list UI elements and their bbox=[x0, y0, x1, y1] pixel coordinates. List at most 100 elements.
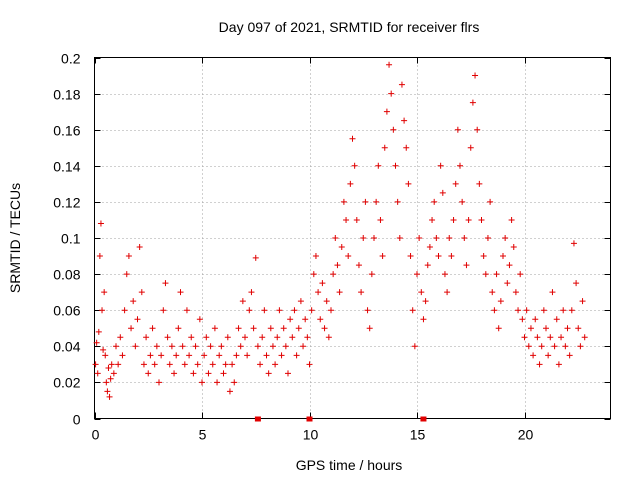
data-point bbox=[194, 361, 201, 368]
data-point bbox=[132, 343, 139, 350]
data-point bbox=[371, 235, 377, 241]
data-point bbox=[381, 144, 388, 151]
data-point bbox=[452, 180, 459, 187]
data-point bbox=[390, 126, 397, 133]
data-point bbox=[579, 298, 586, 305]
data-point bbox=[527, 325, 534, 332]
data-point bbox=[444, 289, 451, 296]
data-point bbox=[573, 280, 580, 287]
data-point bbox=[192, 343, 199, 350]
data-point bbox=[467, 144, 474, 151]
data-point bbox=[153, 343, 160, 350]
data-point bbox=[508, 216, 515, 223]
data-point bbox=[405, 180, 412, 187]
data-point bbox=[538, 343, 545, 350]
y-tick-label: 0.02 bbox=[53, 375, 80, 391]
data-point bbox=[330, 271, 337, 278]
y-tick-label: 0.16 bbox=[53, 123, 80, 139]
data-point bbox=[491, 307, 498, 314]
y-tick-label: 0 bbox=[73, 412, 81, 428]
x-axis-label: GPS time / hours bbox=[296, 457, 403, 473]
data-point bbox=[386, 61, 393, 68]
data-point bbox=[407, 253, 414, 260]
data-point bbox=[304, 334, 311, 341]
data-point bbox=[439, 189, 446, 196]
data-point bbox=[226, 388, 233, 395]
data-point bbox=[134, 316, 141, 323]
data-gap-marker bbox=[254, 416, 261, 422]
data-point bbox=[414, 271, 420, 278]
data-point bbox=[156, 379, 162, 386]
y-tick-label: 0.14 bbox=[53, 159, 80, 175]
data-point bbox=[125, 253, 132, 260]
data-point bbox=[480, 253, 487, 260]
data-point bbox=[287, 316, 294, 323]
data-point bbox=[502, 235, 509, 241]
data-point bbox=[121, 307, 128, 314]
data-point bbox=[323, 298, 330, 305]
data-point bbox=[472, 72, 479, 79]
data-point bbox=[368, 271, 375, 278]
data-point bbox=[96, 253, 103, 260]
data-point bbox=[450, 216, 457, 223]
data-point bbox=[416, 235, 423, 241]
data-point bbox=[532, 316, 539, 323]
data-point bbox=[338, 244, 345, 251]
data-point bbox=[457, 162, 463, 169]
data-point bbox=[289, 334, 296, 341]
y-tick-label: 0.06 bbox=[53, 303, 80, 319]
data-point bbox=[175, 325, 182, 332]
data-point bbox=[575, 325, 582, 332]
data-point bbox=[239, 298, 246, 305]
data-point bbox=[497, 298, 504, 305]
data-point bbox=[196, 316, 203, 323]
data-point bbox=[392, 162, 399, 169]
data-point bbox=[349, 135, 356, 142]
data-point bbox=[248, 289, 255, 296]
data-point bbox=[317, 316, 324, 323]
data-point bbox=[302, 316, 309, 323]
data-point bbox=[99, 307, 106, 314]
data-point bbox=[383, 108, 390, 115]
data-point bbox=[517, 271, 524, 278]
data-point bbox=[101, 289, 108, 296]
data-point bbox=[171, 370, 178, 377]
data-point bbox=[147, 352, 154, 359]
data-point bbox=[173, 352, 180, 359]
data-point bbox=[158, 352, 165, 359]
data-point bbox=[179, 343, 186, 350]
data-point bbox=[242, 334, 248, 341]
data-point bbox=[379, 253, 386, 260]
data-points bbox=[92, 61, 588, 400]
data-point bbox=[306, 361, 313, 368]
data-point bbox=[545, 352, 552, 359]
data-point bbox=[489, 289, 496, 296]
data-point bbox=[128, 325, 135, 332]
data-point bbox=[308, 307, 315, 314]
chart-title: Day 097 of 2021, SRMTID for receiver flr… bbox=[219, 19, 480, 35]
data-point bbox=[411, 343, 418, 350]
data-point bbox=[250, 325, 257, 332]
data-point bbox=[310, 271, 317, 278]
data-point bbox=[93, 339, 100, 346]
data-point bbox=[94, 370, 101, 377]
data-point bbox=[562, 343, 569, 350]
data-point bbox=[429, 216, 436, 223]
data-point bbox=[340, 198, 347, 205]
data-point bbox=[136, 244, 143, 251]
data-point bbox=[188, 334, 195, 341]
data-point bbox=[162, 280, 169, 287]
data-point bbox=[214, 379, 221, 386]
data-point bbox=[564, 325, 571, 332]
data-point bbox=[523, 307, 530, 314]
x-tick-label: 0 bbox=[92, 427, 100, 443]
data-point bbox=[138, 289, 145, 296]
data-point bbox=[487, 198, 494, 205]
data-point bbox=[420, 316, 427, 323]
x-tick-label: 5 bbox=[199, 427, 207, 443]
data-point bbox=[274, 334, 281, 341]
data-point bbox=[347, 180, 354, 187]
x-tick-label: 15 bbox=[410, 427, 426, 443]
data-gap-marker bbox=[306, 416, 313, 422]
data-point bbox=[92, 361, 99, 368]
